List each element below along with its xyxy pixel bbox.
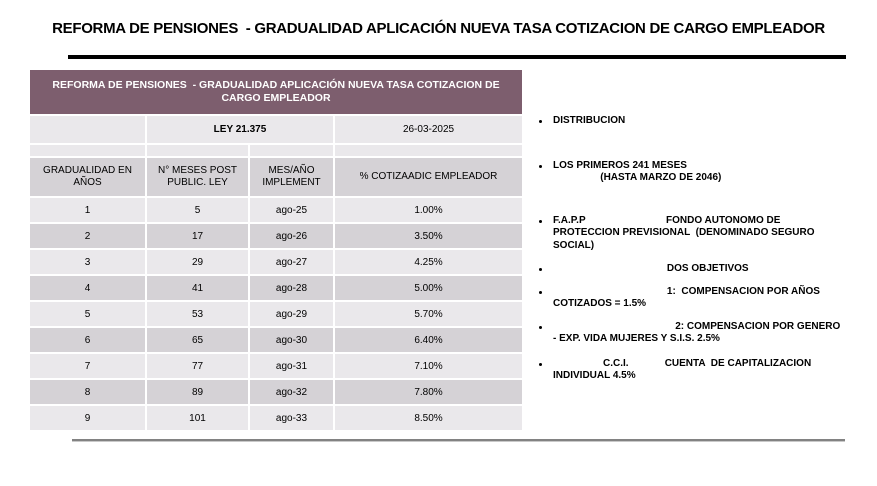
table-cell: 65 xyxy=(145,326,250,354)
bullet-dot-icon xyxy=(539,325,542,329)
table-cell: 9 xyxy=(28,404,147,432)
table-cell: 29 xyxy=(145,248,250,276)
table-row: 8 89 ago-32 7.80% xyxy=(28,378,525,406)
date-cell: 26-03-2025 xyxy=(332,114,525,145)
bullet-text: F.A.P.P FONDO AUTONOMO DE PROTECCION PRE… xyxy=(553,214,815,251)
column-header-mes-ano: MES/AÑO IMPLEMENT xyxy=(248,156,335,198)
table-row: 7 77 ago-31 7.10% xyxy=(28,352,525,380)
table-cell: 3 xyxy=(28,248,147,276)
bullet-dot-icon xyxy=(539,164,542,168)
table-cell: ago-26 xyxy=(248,222,335,250)
bullet-item: LOS PRIMEROS 241 MESES (HASTA MARZO DE 2… xyxy=(536,160,872,185)
table-cell: 17 xyxy=(145,222,250,250)
table-cell: 5.70% xyxy=(332,300,525,328)
table-ley-row: LEY 21.375 26-03-2025 xyxy=(28,114,525,145)
table-row: 6 65 ago-30 6.40% xyxy=(28,326,525,354)
ley-cell: LEY 21.375 xyxy=(145,114,335,145)
table-cell: 6 xyxy=(28,326,147,354)
bullet-text: DOS OBJETIVOS xyxy=(553,263,749,274)
table-cell: 7.10% xyxy=(332,352,525,380)
table-cell: 7 xyxy=(28,352,147,380)
column-header-meses: N° MESES POST PUBLIC. LEY xyxy=(145,156,250,198)
table-row: 9 101 ago-33 8.50% xyxy=(28,404,525,432)
table-cell: 41 xyxy=(145,274,250,302)
table-cell: ago-30 xyxy=(248,326,335,354)
table-row: 1 5 ago-25 1.00% xyxy=(28,196,525,224)
table-cell: ago-29 xyxy=(248,300,335,328)
bullet-item: 1: COMPENSACION POR AÑOS COTIZADOS = 1.5… xyxy=(536,286,872,311)
table-cell: 4.25% xyxy=(332,248,525,276)
slide-title: REFORMA DE PENSIONES - GRADUALIDAD APLIC… xyxy=(52,20,825,37)
empty-cell xyxy=(28,114,147,145)
table-cell: 1.00% xyxy=(332,196,525,224)
table-cell: 101 xyxy=(145,404,250,432)
table-cell: 8.50% xyxy=(332,404,525,432)
table-cell: ago-27 xyxy=(248,248,335,276)
table-cell: ago-33 xyxy=(248,404,335,432)
title-underline-rule xyxy=(68,55,846,59)
table-cell: 8 xyxy=(28,378,147,406)
column-header-cotiza: % COTIZAADIC EMPLEADOR xyxy=(332,156,525,198)
table-row: 3 29 ago-27 4.25% xyxy=(28,248,525,276)
table-cell: 1 xyxy=(28,196,147,224)
table-cell: ago-25 xyxy=(248,196,335,224)
table-spacer-row xyxy=(28,143,525,158)
table-cell: ago-28 xyxy=(248,274,335,302)
table-cell: 89 xyxy=(145,378,250,406)
bullet-dot-icon xyxy=(539,290,542,294)
table-cell: 4 xyxy=(28,274,147,302)
bullet-item: DISTRIBUCION xyxy=(536,115,872,128)
table-cell: 5 xyxy=(145,196,250,224)
bullet-text: C.C.I. CUENTA DE CAPITALIZACION INDIVIDU… xyxy=(553,357,812,382)
table-cell: ago-32 xyxy=(248,378,335,406)
table-row: 2 17 ago-26 3.50% xyxy=(28,222,525,250)
table-cell: 3.50% xyxy=(332,222,525,250)
bullet-text: LOS PRIMEROS 241 MESES (HASTA MARZO DE 2… xyxy=(553,159,722,184)
bullet-item: C.C.I. CUENTA DE CAPITALIZACION INDIVIDU… xyxy=(536,358,872,383)
table-cell: 5 xyxy=(28,300,147,328)
table-cell: 2 xyxy=(28,222,147,250)
bullet-item: DOS OBJETIVOS xyxy=(536,263,872,276)
bottom-rule xyxy=(72,439,845,442)
bullet-dot-icon xyxy=(539,219,542,223)
table-body: 1 5 ago-25 1.00% 2 17 ago-26 3.50% 3 29 ago-27 4.25… xyxy=(28,196,525,432)
table-cell: 7.80% xyxy=(332,378,525,406)
table-row: 4 41 ago-28 5.00% xyxy=(28,274,525,302)
table-column-header-row: GRADUALIDAD EN AÑOS N° MESES POST PUBLIC… xyxy=(28,156,525,198)
gradualidad-table: REFORMA DE PENSIONES - GRADUALIDAD APLIC… xyxy=(27,68,525,432)
table-cell: 5.00% xyxy=(332,274,525,302)
table-cell: 53 xyxy=(145,300,250,328)
bullet-text: 2: COMPENSACION POR GENERO - EXP. VIDA M… xyxy=(553,320,841,345)
table-title-cell: REFORMA DE PENSIONES - GRADUALIDAD APLIC… xyxy=(27,68,525,116)
bullet-dot-icon xyxy=(539,120,542,123)
column-header-gradualidad: GRADUALIDAD EN AÑOS xyxy=(28,156,147,198)
bullet-item: 2: COMPENSACION POR GENERO - EXP. VIDA M… xyxy=(536,321,872,346)
table-cell: ago-31 xyxy=(248,352,335,380)
bullet-text: 1: COMPENSACION POR AÑOS COTIZADOS = 1.5… xyxy=(553,285,820,310)
bullet-dot-icon xyxy=(539,362,542,366)
table-title-row: REFORMA DE PENSIONES - GRADUALIDAD APLIC… xyxy=(27,68,525,116)
table-cell: 6.40% xyxy=(332,326,525,354)
table-cell: 77 xyxy=(145,352,250,380)
bullet-text: DISTRIBUCION xyxy=(553,115,626,126)
bullet-item: F.A.P.P FONDO AUTONOMO DE PROTECCION PRE… xyxy=(536,215,872,253)
bullet-list: DISTRIBUCION LOS PRIMEROS 241 MESES (HAST… xyxy=(536,115,872,383)
table-row: 5 53 ago-29 5.70% xyxy=(28,300,525,328)
bullet-dot-icon xyxy=(539,268,542,271)
